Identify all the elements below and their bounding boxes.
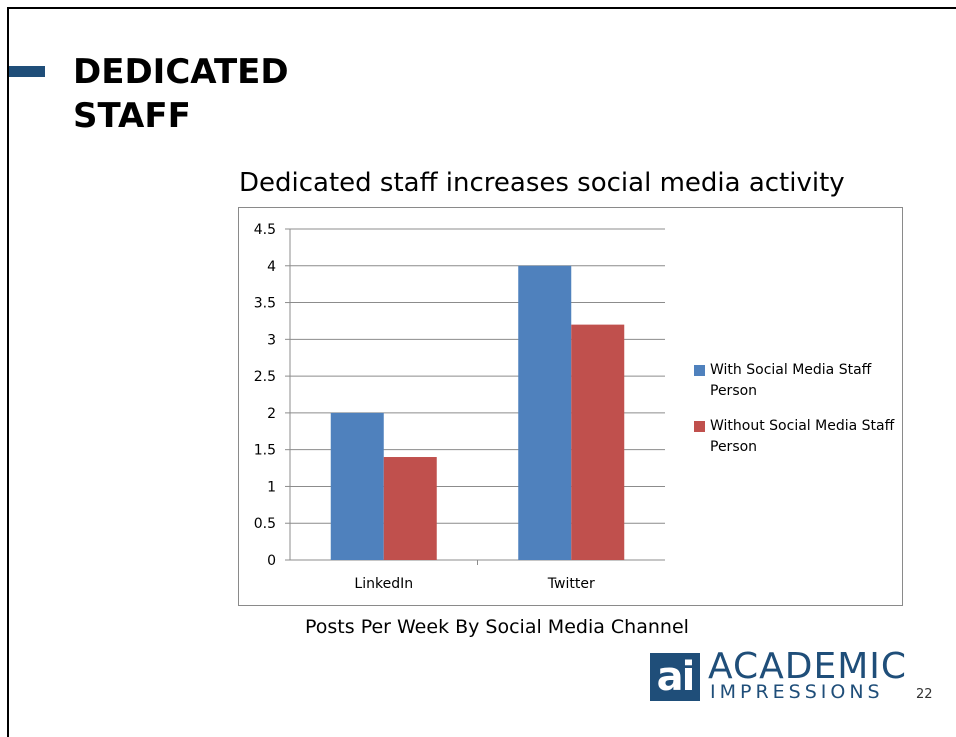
chart-heading: Dedicated staff increases social media a… [239,168,845,198]
y-tick-label: 2.5 [254,369,276,385]
bar-twitter-series-1 [518,265,572,560]
slide-title-line-2: STAFF [73,96,191,136]
slide-title: DEDICATED STAFF [73,50,289,138]
academic-impressions-logo: ai ACADEMIC IMPRESSIONS [650,647,910,703]
x-category-label: Twitter [547,576,595,592]
bar-linkedin-series-2 [383,457,437,560]
y-tick-label: 4.5 [254,222,276,238]
slide-number: 22 [916,687,933,702]
bar-linkedin-series-1 [330,412,384,560]
legend-label-with-staff: With Social Media Staff Person [710,362,872,399]
logo-mark: ai [650,653,700,701]
slide-frame [7,7,956,737]
y-tick-label: 1.5 [254,443,276,459]
y-tick-label: 0 [267,553,276,569]
x-category-label: LinkedIn [354,576,413,592]
logo-word-impressions: IMPRESSIONS [710,681,884,703]
y-tick-label: 2 [267,406,276,422]
logo-word-academic: ACADEMIC [708,646,908,687]
legend-swatch-with-staff [694,365,705,376]
title-accent-bar [9,66,45,77]
bar-chart: 0 0.5 1 1.5 2 2.5 3 3.5 4 4.5 LinkedIn Twitter [254,222,665,592]
legend-swatch-without-staff [694,421,705,432]
chart-legend: With Social Media Staff Person Without S… [694,360,899,472]
legend-label-without-staff: Without Social Media Staff Person [710,418,895,455]
y-tick-label: 1 [267,479,276,495]
y-tick-label: 3.5 [254,296,276,312]
chart-caption: Posts Per Week By Social Media Channel [305,616,689,638]
legend-item-with-staff: With Social Media Staff Person [694,360,899,402]
y-tick-label: 3 [267,332,276,348]
chart-container: 0 0.5 1 1.5 2 2.5 3 3.5 4 4.5 LinkedIn Twitter With… [238,207,903,606]
y-tick-label: 4 [267,259,276,275]
bar-twitter-series-2 [571,324,625,560]
slide-title-line-1: DEDICATED [73,52,289,92]
legend-item-without-staff: Without Social Media Staff Person [694,416,899,458]
y-tick-label: 0.5 [254,516,276,532]
